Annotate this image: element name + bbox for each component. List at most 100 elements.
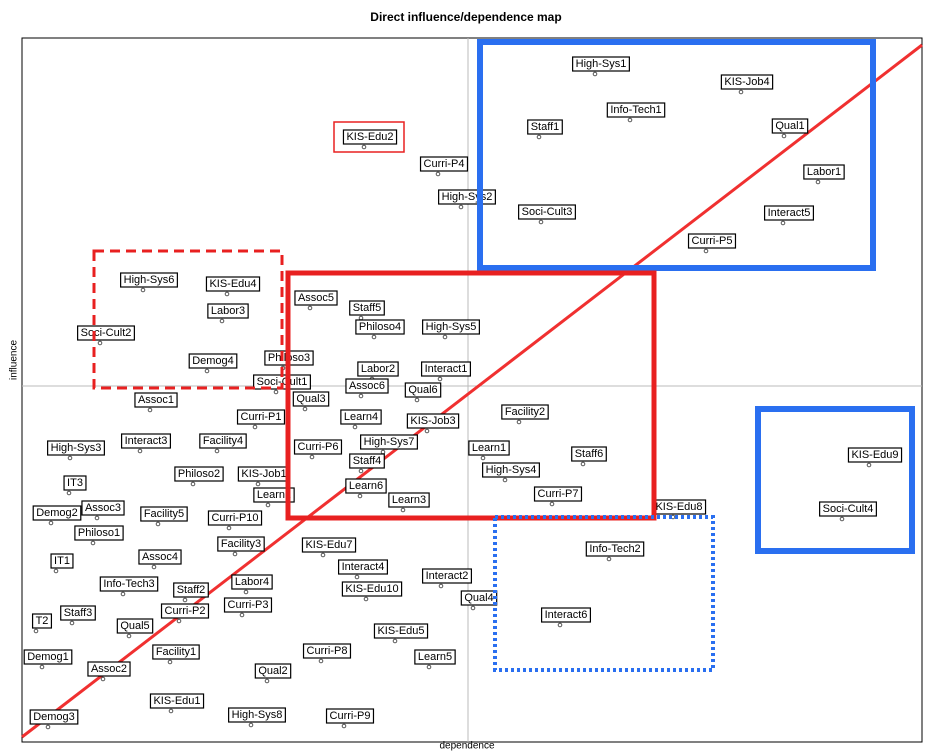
point-group: High-Sys4: [482, 462, 540, 483]
point: [167, 659, 173, 665]
point: [538, 219, 544, 225]
point-label: Learn4: [344, 411, 378, 423]
point-group: Facility3: [217, 536, 265, 557]
label-box: [302, 643, 352, 659]
point: [414, 397, 420, 403]
point-group: Qual4: [460, 590, 498, 611]
point-group: Curri-P7: [533, 486, 583, 507]
point-group: Staff4: [349, 453, 385, 474]
label-box: [188, 353, 238, 369]
label-box: [160, 603, 210, 619]
point-label: Facility3: [221, 538, 261, 550]
point: [442, 334, 448, 340]
label-box: [301, 537, 357, 553]
region-box: [493, 515, 715, 672]
point-group: Interact3: [120, 433, 172, 454]
point-group: Qual2: [254, 663, 292, 684]
point: [435, 171, 441, 177]
label-box: [421, 568, 473, 584]
label-box: [236, 409, 286, 425]
point: [226, 525, 232, 531]
point-label: Demog4: [192, 355, 234, 367]
point: [424, 428, 430, 434]
point-label: Interact3: [125, 435, 168, 447]
label-box: [420, 361, 472, 377]
point-group: Staff1: [527, 119, 563, 140]
point: [137, 448, 143, 454]
point-group: Labor2: [357, 361, 399, 382]
label-box: [345, 478, 387, 494]
label-box: [404, 382, 442, 398]
point-group: Qual3: [292, 391, 330, 412]
point-group: KIS-Edu7: [301, 537, 357, 558]
point-label: Curri-P4: [424, 158, 465, 170]
point: [400, 507, 406, 513]
label-box: [422, 319, 480, 335]
point-label: Staff5: [353, 302, 382, 314]
point: [703, 248, 709, 254]
point: [502, 477, 508, 483]
point-group: Learn6: [345, 478, 387, 499]
point-group: Philoso1: [74, 525, 124, 546]
point-group: Curri-P2: [160, 603, 210, 624]
point-label: Demog2: [36, 507, 78, 519]
point-group: Interact4: [337, 559, 389, 580]
point-label: Labor1: [807, 166, 841, 178]
point-label: Facility4: [203, 435, 243, 447]
point: [190, 481, 196, 487]
label-box: [294, 290, 338, 306]
label-box: [847, 447, 903, 463]
label-box: [763, 205, 815, 221]
point-group: Curri-P6: [293, 439, 343, 460]
point-group: Curri-P1: [236, 409, 286, 430]
point-label: KIS-Edu2: [346, 131, 393, 143]
point-group: Staff2: [173, 582, 209, 603]
point: [147, 407, 153, 413]
point-label: KIS-Edu9: [851, 449, 898, 461]
label-box: [199, 433, 247, 449]
point-label: Soci-Cult2: [81, 327, 132, 339]
point-label: High-Sys3: [51, 442, 102, 454]
point-label: Staff2: [177, 584, 206, 596]
point: [458, 204, 464, 210]
point: [358, 468, 364, 474]
point-label: Qual2: [258, 665, 287, 677]
label-box: [540, 607, 592, 623]
label-box: [223, 597, 273, 613]
point-label: Philoso1: [78, 527, 120, 539]
point-label: IT3: [67, 477, 83, 489]
point: [606, 556, 612, 562]
point-label: Qual5: [120, 620, 149, 632]
point: [224, 291, 230, 297]
point: [219, 318, 225, 324]
label-box: [373, 623, 429, 639]
label-box: [138, 549, 182, 565]
point-group: High-Sys7: [360, 434, 418, 455]
label-box: [47, 440, 105, 456]
label-box: [207, 510, 263, 526]
point: [318, 658, 324, 664]
label-box: [585, 541, 645, 557]
point-group: Assoc4: [138, 549, 182, 570]
point: [252, 424, 258, 430]
point: [815, 179, 821, 185]
label-box: [23, 649, 73, 665]
label-box: [174, 466, 224, 482]
point-group: IT1: [50, 553, 74, 574]
point-group: Soci-Cult3: [518, 204, 576, 225]
point-group: KIS-Job3: [406, 413, 460, 434]
point-label: KIS-Job1: [241, 468, 286, 480]
point-label: Qual6: [408, 384, 437, 396]
point: [39, 664, 45, 670]
point-label: KIS-Job4: [724, 76, 769, 88]
point: [248, 722, 254, 728]
point-group: Learn3: [388, 492, 430, 513]
point-group: High-Sys8: [228, 707, 286, 728]
point-label: Labor2: [361, 363, 395, 375]
point: [557, 622, 563, 628]
point-label: Learn5: [418, 651, 452, 663]
points: High-Sys1 KIS-Job4 Info-Tech1 Staff1 Qual1 KI…: [23, 56, 903, 730]
label-box: [293, 439, 343, 455]
label-box: [414, 649, 456, 665]
point-group: Info-Tech1: [606, 102, 666, 123]
